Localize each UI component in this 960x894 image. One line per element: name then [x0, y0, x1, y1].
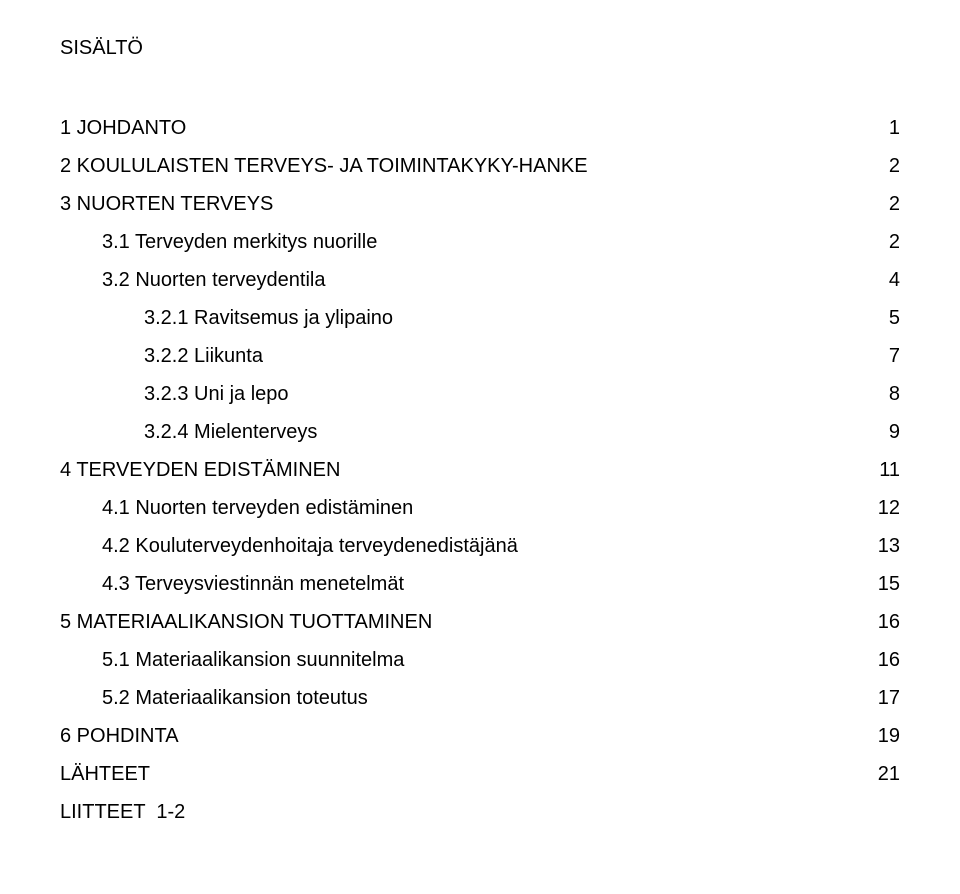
toc-entry-label: 3.2.3 Uni ja lepo: [60, 382, 869, 406]
toc-entry-page: 7: [869, 344, 900, 368]
toc-entry-page: 2: [869, 230, 900, 254]
toc-entry-label: 3.1 Terveyden merkitys nuorille: [60, 230, 869, 254]
toc-entry: 2 KOULULAISTEN TERVEYS- JA TOIMINTAKYKY-…: [60, 154, 900, 178]
toc-entry-label: 2 KOULULAISTEN TERVEYS- JA TOIMINTAKYKY-…: [60, 154, 869, 178]
toc-entry-label: 1 JOHDANTO: [60, 116, 869, 140]
toc-entry-page: 8: [869, 382, 900, 406]
toc-entry: 3.1 Terveyden merkitys nuorille2: [60, 230, 900, 254]
toc-entry: 6 POHDINTA19: [60, 724, 900, 748]
toc-entry-label: 5 MATERIAALIKANSION TUOTTAMINEN: [60, 610, 858, 634]
toc-entry: 3.2.1 Ravitsemus ja ylipaino5: [60, 306, 900, 330]
toc-entry-label: 4.1 Nuorten terveyden edistäminen: [60, 496, 858, 520]
toc-entry-page: 12: [858, 496, 900, 520]
toc-entry-label: LIITTEET 1-2: [60, 800, 880, 824]
toc-entry: 3.2 Nuorten terveydentila4: [60, 268, 900, 292]
toc-entry: 5.2 Materiaalikansion toteutus17: [60, 686, 900, 710]
toc-entry-page: 1: [869, 116, 900, 140]
toc-entry: 3 NUORTEN TERVEYS2: [60, 192, 900, 216]
toc-entry: 4.1 Nuorten terveyden edistäminen12: [60, 496, 900, 520]
toc-entry-label: 4 TERVEYDEN EDISTÄMINEN: [60, 458, 859, 482]
page-title: SISÄLTÖ: [60, 36, 900, 60]
toc-entry-page: 11: [859, 458, 900, 482]
toc-entry-page: 9: [869, 420, 900, 444]
toc-entry-label: 3.2.1 Ravitsemus ja ylipaino: [60, 306, 869, 330]
toc-entry-label: 3.2.2 Liikunta: [60, 344, 869, 368]
toc-entry: LIITTEET 1-2: [60, 800, 900, 824]
toc-entry-label: LÄHTEET: [60, 762, 858, 786]
toc-entry-label: 3.2 Nuorten terveydentila: [60, 268, 869, 292]
toc-entry-page: 5: [869, 306, 900, 330]
toc-entry-page: 16: [858, 610, 900, 634]
toc-entry-page: 2: [869, 154, 900, 178]
toc-entry-page: 4: [869, 268, 900, 292]
toc-entry-label: 3 NUORTEN TERVEYS: [60, 192, 869, 216]
toc-entry-page: 16: [858, 648, 900, 672]
toc-entry: 3.2.2 Liikunta7: [60, 344, 900, 368]
toc-entry-label: 3.2.4 Mielenterveys: [60, 420, 869, 444]
document-page: SISÄLTÖ 1 JOHDANTO12 KOULULAISTEN TERVEY…: [0, 0, 960, 824]
toc-entry-label: 5.1 Materiaalikansion suunnitelma: [60, 648, 858, 672]
toc-entry: 5 MATERIAALIKANSION TUOTTAMINEN16: [60, 610, 900, 634]
toc-entry-label: 6 POHDINTA: [60, 724, 858, 748]
toc-entry: 3.2.4 Mielenterveys9: [60, 420, 900, 444]
toc-entry-label: 4.2 Kouluterveydenhoitaja terveydenedist…: [60, 534, 858, 558]
toc-entry-label: 4.3 Terveysviestinnän menetelmät: [60, 572, 858, 596]
toc-entry-page: 21: [858, 762, 900, 786]
toc-entry: LÄHTEET21: [60, 762, 900, 786]
toc-entry-page: 17: [858, 686, 900, 710]
toc-entry-page: 19: [858, 724, 900, 748]
toc-entry: 3.2.3 Uni ja lepo8: [60, 382, 900, 406]
toc-entry-label: 5.2 Materiaalikansion toteutus: [60, 686, 858, 710]
toc-entry: 1 JOHDANTO1: [60, 116, 900, 140]
toc-entry-page: 15: [858, 572, 900, 596]
toc-entry-page: 2: [869, 192, 900, 216]
toc-entry: 4 TERVEYDEN EDISTÄMINEN11: [60, 458, 900, 482]
toc-entry: 4.2 Kouluterveydenhoitaja terveydenedist…: [60, 534, 900, 558]
toc-entry: 4.3 Terveysviestinnän menetelmät15: [60, 572, 900, 596]
toc-entry-page: 13: [858, 534, 900, 558]
toc-container: 1 JOHDANTO12 KOULULAISTEN TERVEYS- JA TO…: [60, 116, 900, 824]
toc-entry: 5.1 Materiaalikansion suunnitelma16: [60, 648, 900, 672]
